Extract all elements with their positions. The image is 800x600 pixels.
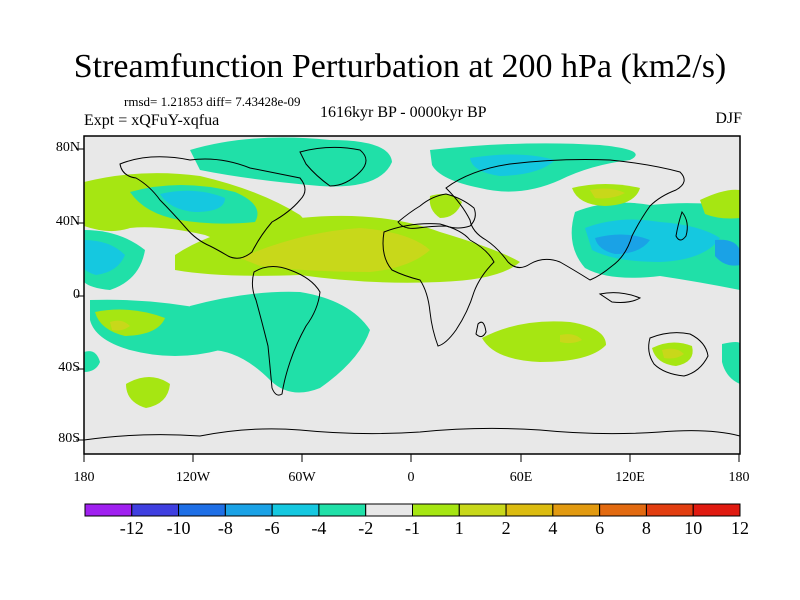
coastlines xyxy=(83,146,741,441)
contour-fields xyxy=(84,137,740,408)
coast-japan xyxy=(675,210,688,241)
colorbar-label: 12 xyxy=(731,518,749,538)
experiment-label: Expt = xQFuY-xqfua xyxy=(84,112,220,129)
period-label: 1616kyr BP - 0000kyr BP xyxy=(320,104,487,121)
colorbar-label: 6 xyxy=(595,518,605,538)
contour-cyan-eurasia xyxy=(470,154,555,176)
colorbar-label: 8 xyxy=(641,518,651,538)
lon-label-60w: 60W xyxy=(288,470,316,485)
season-label: DJF xyxy=(715,110,742,127)
colorbar-label: -12 xyxy=(119,518,144,538)
lon-label-0: 0 xyxy=(407,470,415,485)
coast-south-america xyxy=(251,266,321,396)
colorbar-swatch xyxy=(178,503,226,517)
contour-teal-east-edge xyxy=(722,342,740,384)
colorbar-swatch xyxy=(645,503,694,517)
colorbar-label: -1 xyxy=(405,518,420,538)
colorbar-label: 4 xyxy=(548,518,558,538)
contour-olive-south-pacific xyxy=(110,320,130,331)
lat-label-80n: 80N xyxy=(55,140,80,155)
colorbar-swatch xyxy=(505,503,554,517)
contour-teal-south-america xyxy=(189,291,370,393)
coast-africa xyxy=(382,223,495,347)
colorbar-label: 1 xyxy=(454,518,464,538)
contour-olive-atlantic xyxy=(240,228,430,272)
contour-olive-asia-north xyxy=(590,188,625,199)
lat-label-40s: 40S xyxy=(58,360,80,375)
lat-label-40n: 40N xyxy=(55,214,80,229)
colorbar-label: -8 xyxy=(217,518,233,538)
lon-label-120e: 120E xyxy=(615,470,645,485)
coast-asia xyxy=(445,159,685,281)
coast-indonesia xyxy=(598,292,642,303)
contour-teal-left-edge xyxy=(84,351,100,372)
lon-label-120w: 120W xyxy=(175,470,211,485)
contour-teal-greenland xyxy=(190,137,392,187)
page-title: Streamfunction Perturbation at 200 hPa (… xyxy=(73,48,727,85)
lon-label-60e: 60E xyxy=(509,470,533,485)
lat-label-80s: 80S xyxy=(58,431,80,446)
colorbar-label: 10 xyxy=(684,518,703,538)
colorbar-swatch xyxy=(458,503,507,517)
lon-ticks xyxy=(83,454,740,462)
lon-label-180w: 180 xyxy=(73,470,95,485)
map-frame xyxy=(83,135,741,455)
lat-ticks xyxy=(76,148,84,441)
contour-green-south-pacific-low xyxy=(126,377,170,408)
contour-olive-australia xyxy=(662,348,684,359)
contour-cyan-east-pacific xyxy=(715,239,740,266)
colorbar-swatch xyxy=(318,503,367,517)
colorbar-swatch xyxy=(271,503,320,517)
colorbar-label: -6 xyxy=(264,518,280,538)
contour-blue-asia xyxy=(595,234,650,254)
colorbar-label: -4 xyxy=(311,518,327,538)
coast-antarctica xyxy=(83,427,741,441)
colorbar-swatch xyxy=(365,503,414,517)
coast-europe xyxy=(397,193,476,229)
colorbar-swatch xyxy=(599,503,647,517)
coast-australia xyxy=(648,332,709,377)
colorbar-swatch xyxy=(131,503,180,517)
colorbar-label: 2 xyxy=(501,518,511,538)
contour-green-europe xyxy=(429,194,462,218)
coast-north-america xyxy=(119,156,306,259)
colorbar-swatch xyxy=(224,503,273,517)
rmsd-stats: rmsd= 1.21853 diff= 7.43428e-09 xyxy=(124,94,301,109)
contour-green-east xyxy=(700,189,740,219)
contour-cyan-pacific-west xyxy=(84,240,125,275)
contour-olive-indian xyxy=(560,334,582,344)
colorbar xyxy=(84,503,741,517)
colorbar-swatch xyxy=(412,503,460,517)
lon-label-180e: 180 xyxy=(728,470,750,485)
colorbar-swatch xyxy=(692,503,741,517)
colorbar-label: -2 xyxy=(358,518,374,538)
colorbar-label: -10 xyxy=(166,518,191,538)
coast-greenland xyxy=(299,146,367,187)
coast-madagascar xyxy=(475,321,487,338)
lat-label-0: 0 xyxy=(73,287,80,302)
colorbar-swatch xyxy=(552,503,601,517)
contour-green-indian xyxy=(482,321,606,362)
colorbar-swatch xyxy=(84,503,133,517)
contour-cyan-namerica xyxy=(160,190,225,212)
